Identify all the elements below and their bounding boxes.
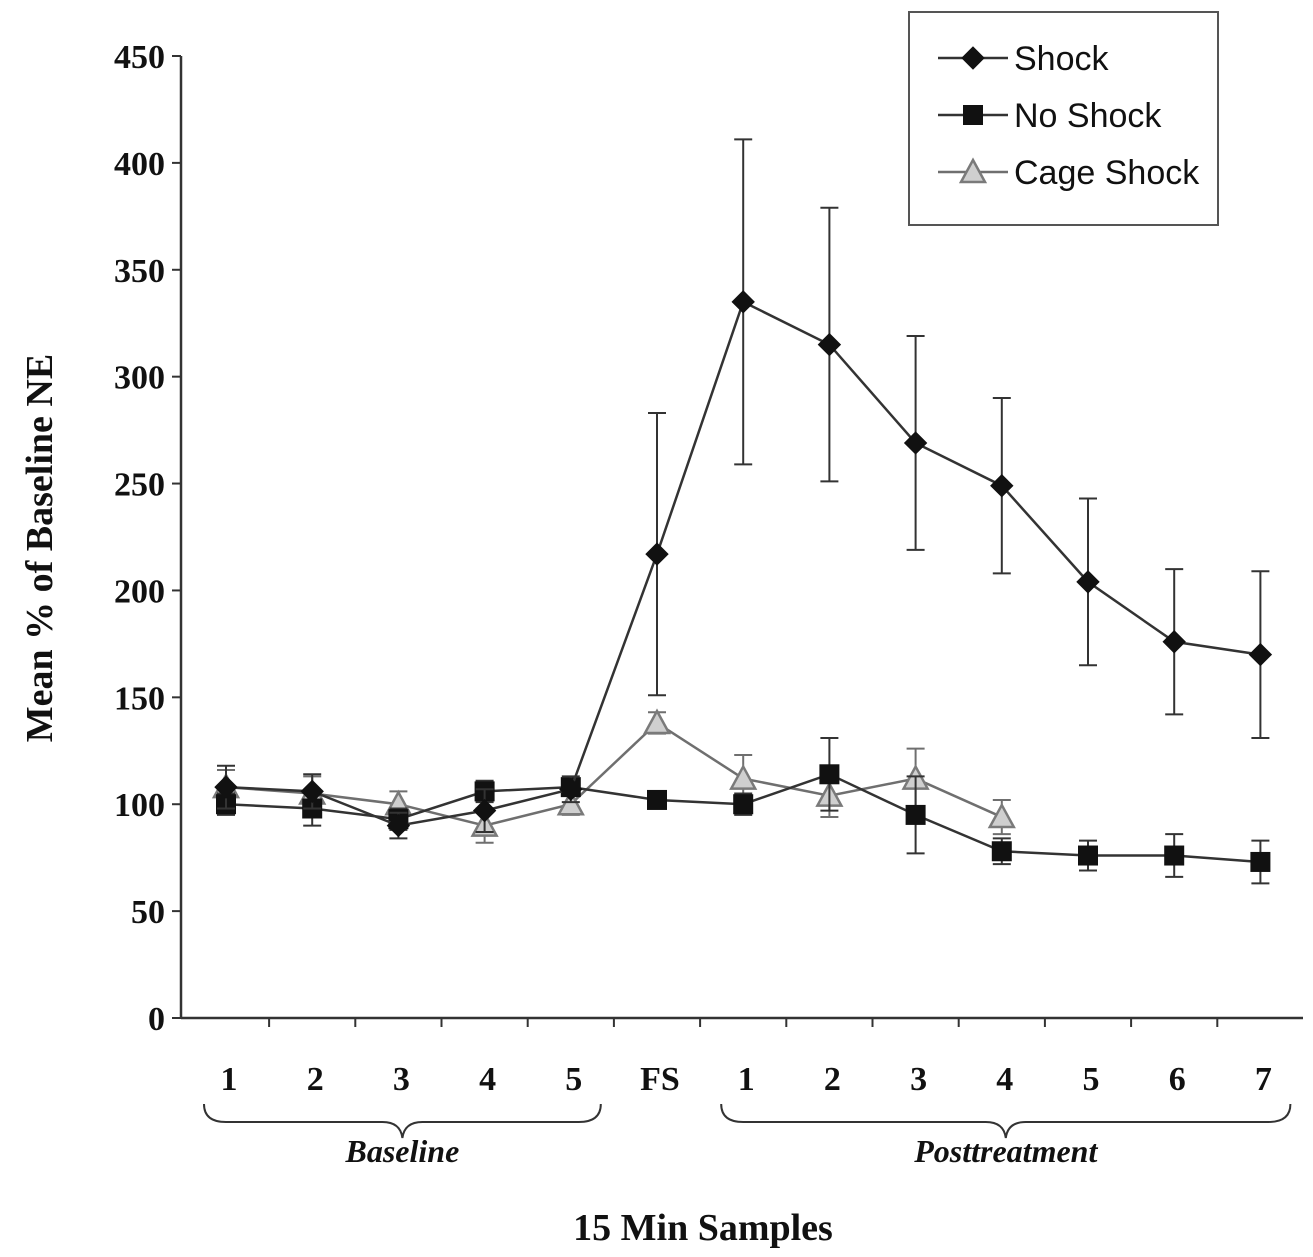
series-shock: [214, 138, 1273, 840]
axes: [179, 56, 1303, 1020]
y-tick-label: 150: [114, 680, 165, 717]
legend: Shock No Shock Cage Shock: [908, 11, 1219, 226]
x-tick-label: 2: [307, 1061, 324, 1098]
x-ticks: 1 2 3 4 5 FS 1 2 3 4 5 6 7: [221, 1018, 1272, 1098]
y-tick-label: 400: [114, 146, 165, 183]
x-tick-label: 1: [221, 1061, 238, 1098]
group-label: Posttreatment: [913, 1133, 1098, 1169]
data-point: [214, 775, 238, 799]
x-tick-label: 3: [393, 1061, 410, 1098]
group-bracket: [720, 1103, 1292, 1139]
data-point: [1076, 570, 1100, 594]
data-point: [1164, 845, 1185, 866]
data-point: [903, 431, 928, 455]
data-point: [1250, 851, 1271, 872]
series-cage-shock: [211, 708, 1016, 844]
legend-label: Shock: [1014, 40, 1109, 78]
data-point: [990, 473, 1014, 498]
group-bracket: [203, 1103, 602, 1139]
y-tick-label: 50: [131, 894, 165, 931]
x-axis-title: 15 Min Samples: [573, 1207, 833, 1249]
legend-label: Cage Shock: [1014, 154, 1200, 192]
data-point: [1162, 630, 1186, 654]
y-tick-label: 450: [114, 39, 165, 76]
data-point: [472, 798, 497, 823]
data-point: [1248, 642, 1273, 667]
x-tick-label: 5: [1083, 1061, 1100, 1098]
data-point: [729, 763, 758, 790]
x-tick-label: 3: [910, 1061, 927, 1098]
data-point: [1078, 845, 1098, 866]
data-point: [300, 779, 324, 804]
x-tick-label: 2: [824, 1061, 841, 1098]
y-ticks: 0 50 100 150 200 250 300 350 400 450: [114, 39, 181, 1038]
data-point: [642, 708, 672, 735]
legend-box: [908, 11, 1219, 226]
group-label: Baseline: [345, 1133, 460, 1169]
data-point: [991, 841, 1012, 862]
y-tick-label: 250: [114, 467, 165, 504]
y-tick-label: 200: [114, 573, 165, 610]
group-brackets: Baseline Posttreatment: [203, 1103, 1292, 1169]
y-tick-label: 300: [114, 360, 165, 397]
data-point: [556, 789, 585, 816]
y-tick-label: 350: [114, 253, 165, 290]
x-tick-label: 1: [738, 1061, 755, 1098]
y-axis-title: Mean % of Baseline NE: [19, 354, 61, 742]
x-tick-label: 5: [565, 1061, 582, 1098]
legend-marker: [963, 105, 983, 125]
x-tick-label: FS: [640, 1061, 680, 1098]
data-point: [647, 789, 667, 810]
legend-marker: [958, 157, 988, 184]
data-point: [731, 290, 755, 314]
legend-label: No Shock: [1014, 97, 1162, 135]
data-point: [645, 542, 669, 566]
series-line: [225, 721, 1003, 827]
data-point: [733, 794, 754, 815]
data-point: [905, 804, 926, 825]
data-point: [559, 777, 583, 801]
x-tick-label: 7: [1255, 1061, 1272, 1098]
data-point: [987, 802, 1016, 829]
legend-marker: [961, 46, 985, 70]
x-tick-label: 4: [996, 1061, 1013, 1098]
data-point: [817, 332, 842, 357]
x-tick-label: 6: [1169, 1061, 1186, 1098]
series-layer: [211, 138, 1273, 885]
x-tick-label: 4: [479, 1061, 496, 1098]
data-point: [386, 813, 411, 838]
y-tick-label: 0: [148, 1001, 165, 1038]
y-tick-label: 100: [114, 787, 165, 824]
data-point: [819, 764, 840, 785]
